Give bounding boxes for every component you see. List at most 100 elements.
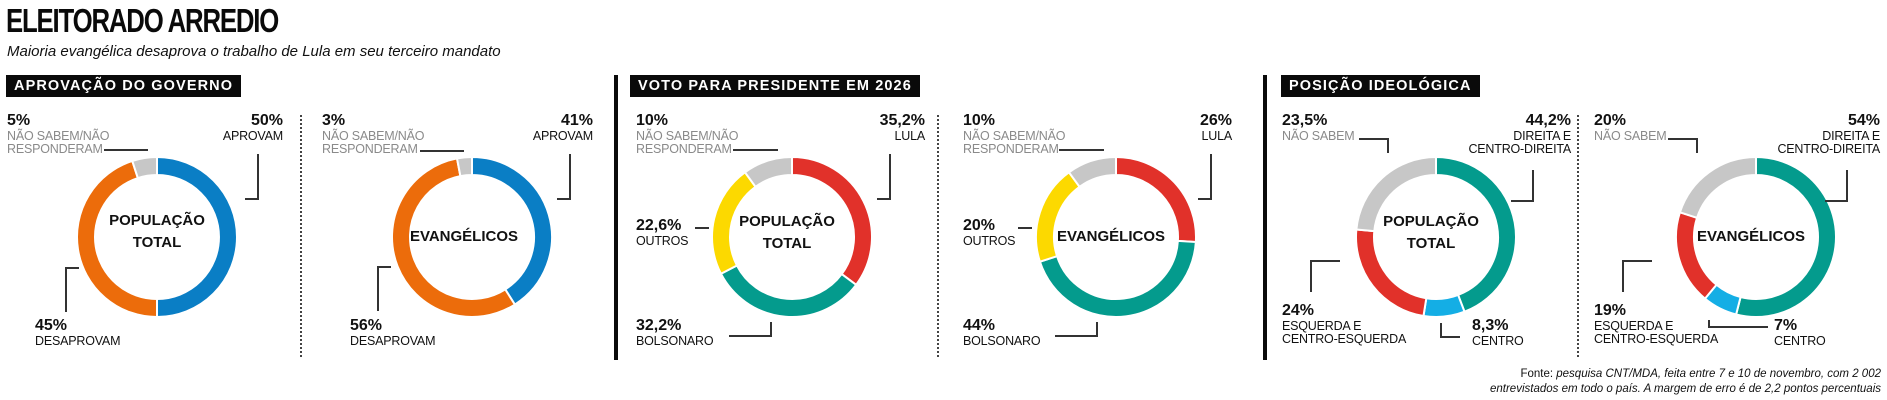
slice-value: 23,5% — [1282, 112, 1328, 129]
slice-label-text: NÃO SABEM/NÃO — [322, 128, 425, 143]
donut-slice-bolsonaro — [719, 264, 858, 318]
source-prefix: Fonte: — [1520, 368, 1557, 380]
leader-line — [1018, 227, 1032, 229]
slice-value: 22,6% — [636, 217, 682, 234]
leader-line — [695, 227, 709, 229]
source-text: entrevistados em todo o país. A margem d… — [1489, 382, 1881, 395]
chart-divider — [937, 115, 939, 357]
donut-center-label: POPULAÇÃO TOTAL — [92, 210, 222, 254]
donut-slice-centro — [1422, 293, 1466, 318]
slice-value: 32,2% — [636, 317, 682, 334]
slice-label-desaprovam: 45% DESAPROVAM — [35, 317, 121, 348]
center-label-line: EVANGÉLICOS — [1056, 228, 1166, 245]
slice-label-text: LULA — [1201, 128, 1233, 143]
donut-slice-nao-sabem — [1678, 155, 1757, 220]
slice-label-text: DESAPROVAM — [35, 333, 121, 348]
slice-label-text: NÃO SABEM/NÃO — [963, 128, 1066, 143]
slice-label-centro: 7% CENTRO — [1774, 317, 1826, 348]
donut-slice-nao-sabem — [455, 155, 473, 178]
donut-center-label: POPULAÇÃO TOTAL — [1366, 211, 1496, 255]
leader-line — [1708, 320, 1768, 328]
donut-slice-nao-sabem — [131, 155, 158, 180]
slice-label-text: OUTROS — [963, 233, 1016, 248]
slice-label-text: LULA — [894, 128, 926, 143]
leader-line — [245, 154, 259, 200]
slice-value: 54% — [1847, 112, 1880, 129]
slice-value: 56% — [350, 317, 383, 334]
slice-label-text: NÃO SABEM — [1282, 128, 1355, 143]
slice-label-lula: 35,2% LULA — [879, 112, 926, 143]
center-label-line: POPULAÇÃO — [109, 212, 205, 229]
slice-label-nao-sabem: 10% NÃO SABEM/NÃO RESPONDERAM — [636, 112, 739, 156]
leader-line — [65, 267, 79, 312]
slice-label-text: NÃO SABEM/NÃO — [636, 128, 739, 143]
slice-value: 41% — [560, 112, 593, 129]
section-divider — [1263, 75, 1267, 360]
slice-label-lula: 26% LULA — [1199, 112, 1233, 143]
slice-value: 26% — [1199, 112, 1232, 129]
donut-slice-nao-sabem — [1067, 155, 1117, 189]
slice-label-text: DESAPROVAM — [350, 333, 436, 348]
leader-line — [1440, 323, 1460, 338]
center-label-line: POPULAÇÃO — [739, 213, 835, 230]
slice-label-nao-sabem: 5% NÃO SABEM/NÃO RESPONDERAM — [7, 112, 110, 156]
slice-label-outros: 20% OUTROS — [963, 217, 1016, 248]
slice-label-desaprovam: 56% DESAPROVAM — [350, 317, 436, 348]
slice-label-text: BOLSONARO — [963, 333, 1041, 348]
slice-label-text: RESPONDERAM — [963, 141, 1059, 156]
center-label-line: TOTAL — [762, 234, 812, 252]
slice-label-bolsonaro: 32,2% BOLSONARO — [636, 317, 714, 348]
donut-slice-outros — [1035, 170, 1081, 263]
page-subtitle: Maioria evangélica desaprova o trabalho … — [7, 43, 501, 60]
center-label-line: POPULAÇÃO — [1383, 213, 1479, 230]
leader-line — [557, 154, 571, 200]
slice-label-text: APROVAM — [222, 128, 283, 143]
section-tag-ideologia: POSIÇÃO IDEOLÓGICA — [1281, 75, 1480, 97]
slice-label-text: NÃO SABEM — [1594, 128, 1667, 143]
source-note: Fonte: pesquisa CNT/MDA, feita entre 7 e… — [1490, 367, 1881, 397]
slice-value: 35,2% — [879, 112, 925, 129]
section-tag-aprovacao: APROVAÇÃO DO GOVERNO — [6, 75, 242, 97]
slice-value: 44,2% — [1525, 112, 1571, 129]
slice-label-text: CENTRO — [1472, 333, 1524, 348]
slice-label-text: NÃO SABEM/NÃO — [7, 128, 110, 143]
leader-line — [733, 149, 778, 151]
slice-label-text: RESPONDERAM — [7, 141, 103, 156]
donut-center-label: EVANGÉLICOS — [1046, 226, 1176, 248]
slice-value: 7% — [1774, 317, 1798, 334]
leader-line — [1059, 149, 1104, 151]
slice-label-outros: 22,6% OUTROS — [636, 217, 688, 248]
leader-line — [377, 266, 391, 311]
slice-label-direita: 44,2% DIREITA E CENTRO-DIREITA — [1468, 112, 1571, 156]
leader-line — [1359, 138, 1389, 153]
slice-label-nao-sabem: 23,5% NÃO SABEM — [1282, 112, 1355, 143]
section-tag-voto: VOTO PARA PRESIDENTE EM 2026 — [630, 75, 920, 97]
leader-line — [1198, 154, 1212, 200]
slice-label-text: APROVAM — [532, 128, 593, 143]
slice-value: 5% — [7, 112, 31, 129]
leader-line — [729, 322, 772, 337]
center-label-line: EVANGÉLICOS — [409, 228, 519, 245]
leader-line — [1668, 138, 1698, 153]
slice-label-text: RESPONDERAM — [322, 141, 418, 156]
slice-value: 10% — [963, 112, 996, 129]
slice-label-text: ESQUERDA E — [1282, 318, 1362, 333]
leader-line — [1825, 170, 1848, 202]
slice-label-text: RESPONDERAM — [636, 141, 732, 156]
donut-slice-nao-sabem — [743, 155, 793, 189]
donut-center-label: EVANGÉLICOS — [1686, 226, 1816, 248]
donut-slice-nao-sabem — [1355, 155, 1437, 233]
slice-label-text: CENTRO-ESQUERDA — [1594, 331, 1719, 346]
center-label-line: TOTAL — [1406, 234, 1456, 252]
slice-label-direita: 54% DIREITA E CENTRO-DIREITA — [1777, 112, 1880, 156]
donut-center-label: EVANGÉLICOS — [399, 226, 529, 248]
slice-value: 3% — [322, 112, 346, 129]
slice-label-nao-sabem: 10% NÃO SABEM/NÃO RESPONDERAM — [963, 112, 1066, 156]
slice-value: 20% — [963, 217, 996, 234]
donut-center-label: POPULAÇÃO TOTAL — [722, 211, 852, 255]
leader-line — [877, 154, 891, 200]
slice-label-nao-sabem: 3% NÃO SABEM/NÃO RESPONDERAM — [322, 112, 425, 156]
leader-line — [1511, 170, 1534, 202]
slice-value: 10% — [636, 112, 669, 129]
